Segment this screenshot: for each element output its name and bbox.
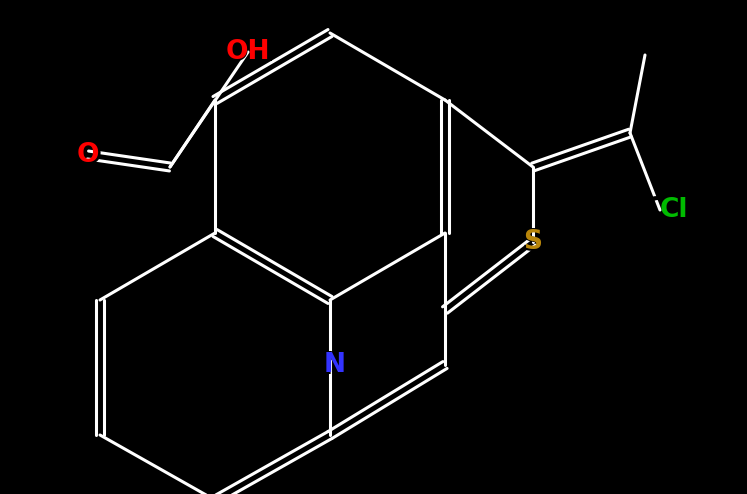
Text: S: S xyxy=(524,229,542,255)
Text: N: N xyxy=(322,349,348,380)
Text: N: N xyxy=(324,352,346,378)
Text: OH: OH xyxy=(221,37,275,68)
Text: S: S xyxy=(521,227,545,257)
Text: Cl: Cl xyxy=(660,197,689,223)
Text: OH: OH xyxy=(226,39,270,65)
Text: O: O xyxy=(77,142,99,168)
Text: Cl: Cl xyxy=(642,195,678,225)
Text: O: O xyxy=(75,139,102,170)
